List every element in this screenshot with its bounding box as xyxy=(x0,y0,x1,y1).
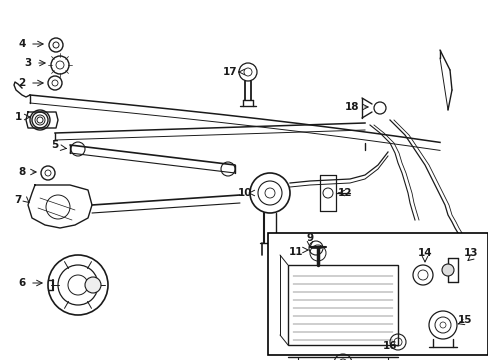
Text: 2: 2 xyxy=(19,78,25,88)
Text: 9: 9 xyxy=(306,233,313,243)
Text: 15: 15 xyxy=(457,315,471,325)
Polygon shape xyxy=(28,185,92,228)
Text: 18: 18 xyxy=(344,102,359,112)
Text: 5: 5 xyxy=(51,140,59,150)
Text: 16: 16 xyxy=(382,341,396,351)
Text: 7: 7 xyxy=(14,195,21,205)
Text: 14: 14 xyxy=(417,248,431,258)
Text: 4: 4 xyxy=(18,39,26,49)
Text: 3: 3 xyxy=(24,58,32,68)
Text: 11: 11 xyxy=(288,247,303,257)
Text: 12: 12 xyxy=(337,188,351,198)
Text: 10: 10 xyxy=(237,188,252,198)
Text: 13: 13 xyxy=(463,248,477,258)
Text: 8: 8 xyxy=(19,167,25,177)
Bar xyxy=(267,233,487,355)
Circle shape xyxy=(441,264,453,276)
Polygon shape xyxy=(26,112,58,128)
Circle shape xyxy=(85,277,101,293)
Text: 6: 6 xyxy=(19,278,25,288)
Bar xyxy=(287,265,397,345)
Text: 17: 17 xyxy=(222,67,237,77)
Text: 1: 1 xyxy=(14,112,21,122)
